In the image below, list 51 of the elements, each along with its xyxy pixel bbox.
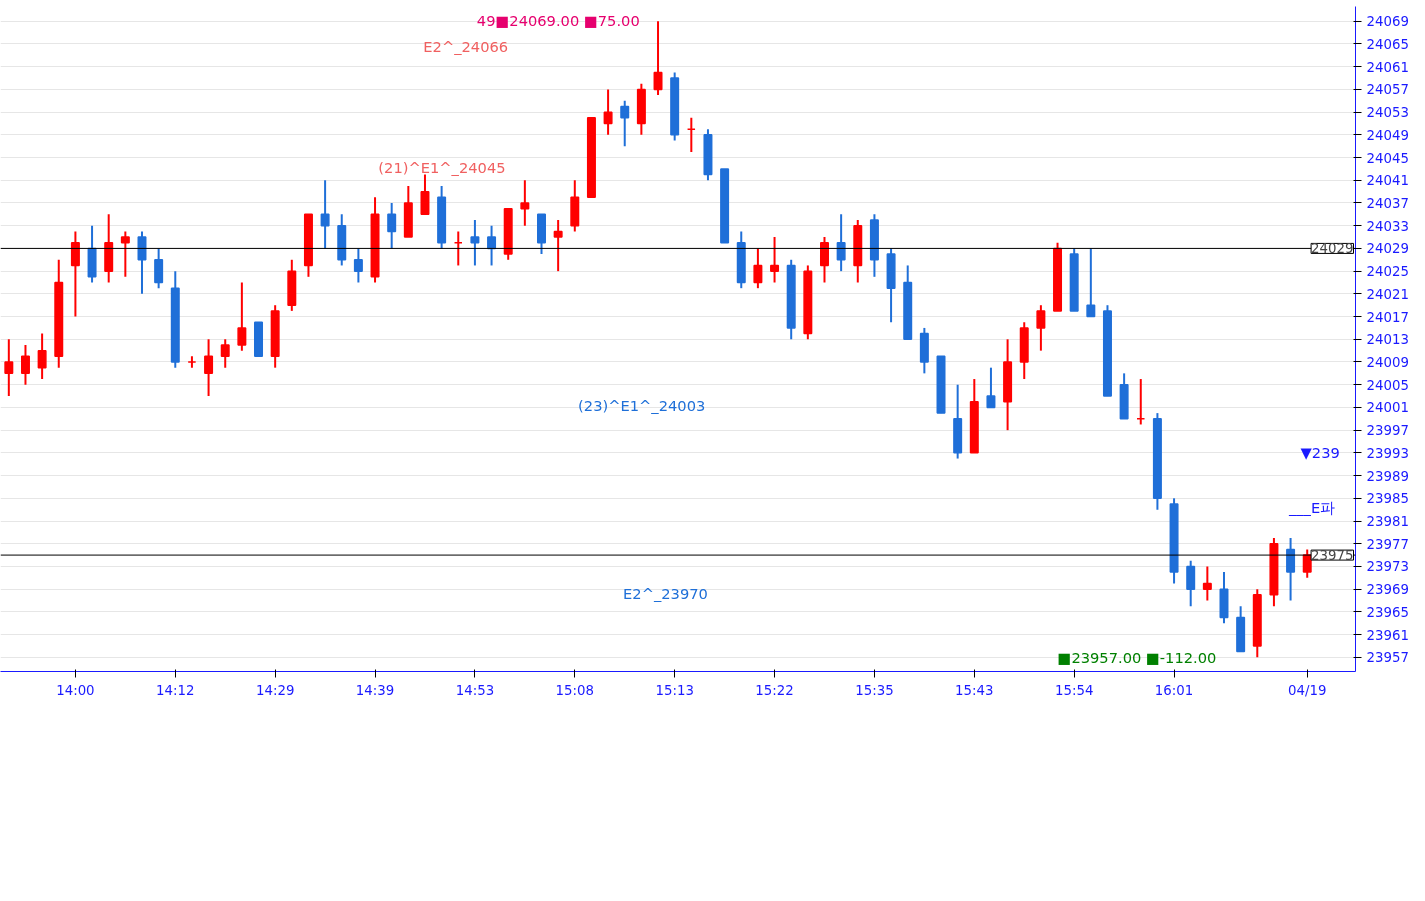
x-tick-label: 04/19 [1288,682,1327,698]
y-tick-label: 23977 [1366,536,1409,552]
y-tick-label: 23997 [1366,423,1409,439]
y-tick-label: 24061 [1366,59,1409,75]
y-tick-label: 24065 [1366,36,1409,52]
x-tick-label: 14:53 [455,682,495,698]
y-tick-label: 24057 [1366,82,1409,98]
x-tick-label: 15:22 [755,682,794,698]
y-tick-label: 24053 [1366,105,1409,121]
x-tick-label: 15:08 [555,682,595,698]
x-tick-label: 14:39 [355,682,395,698]
x-tick-label: 16:01 [1154,682,1194,698]
y-tick-label: 24001 [1366,400,1409,416]
y-tick-label: 24005 [1366,377,1409,393]
y-tick-label: 24013 [1366,332,1409,348]
annotation: E2^_24066 [423,37,509,55]
x-tick-label: 15:54 [1054,682,1094,698]
y-tick-label: 23961 [1366,627,1409,643]
y-tick-label: 24049 [1366,127,1409,143]
y-tick-label: 23957 [1366,650,1409,666]
y-tick-label: 24037 [1366,195,1409,211]
y-tick-label: 24069 [1366,14,1409,30]
annotation: ___E파 [1287,498,1336,516]
y-tick-label: 24009 [1366,355,1409,370]
y-tick-label: 23985 [1366,491,1409,507]
annotation: E2^_23970 [623,585,708,603]
y-tick-label: 23981 [1366,514,1409,530]
y-tick-label: 24045 [1366,150,1409,166]
y-tick-label: 24033 [1366,218,1409,234]
x-tick-label: 14:00 [56,682,95,698]
annotation: ▼239 [1300,444,1340,462]
y-tick-label: 24021 [1366,286,1409,302]
y-tick-label: 24041 [1366,173,1409,189]
y-tick-label: 23965 [1366,604,1409,620]
x-tick-label: 14:29 [255,682,295,698]
x-tick-label: 15:43 [955,682,994,698]
annotation: 49■24069.00 ■75.00 [476,11,640,29]
y-tick-label: 24017 [1366,309,1409,325]
annotation: ■23957.00 ■-112.00 [1057,649,1217,667]
y-tick-label: 24025 [1366,264,1409,280]
y-tick-label: 23993 [1366,445,1409,461]
annotation: (23)^E1^_24003 [578,397,706,414]
annotation: (21)^E1^_24045 [378,158,506,176]
x-tick-label: 15:13 [655,682,694,698]
y-tick-label: 23973 [1366,559,1409,575]
x-tick-label: 14:12 [156,682,195,698]
y-tick-label: 23989 [1366,468,1409,484]
y-tick-label: 23969 [1366,582,1409,598]
x-tick-label: 15:35 [855,682,894,698]
y-tick-label: 24029 [1366,241,1409,257]
ref-line-label: 24029 [1311,241,1354,257]
